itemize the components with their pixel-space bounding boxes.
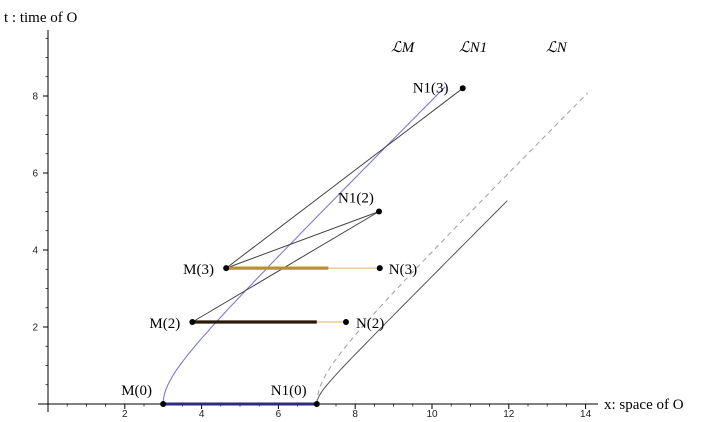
x-tick-label: 12 bbox=[503, 409, 515, 420]
signal-line bbox=[225, 87, 464, 269]
event-point bbox=[189, 318, 196, 325]
event-point bbox=[223, 265, 230, 272]
event-point bbox=[313, 401, 320, 407]
x-axis-title: x: space of O bbox=[604, 397, 684, 413]
y-axis-title: t : time of O bbox=[4, 10, 77, 26]
event-label: N1(3) bbox=[413, 80, 449, 96]
worldlines: ℒM ℒN1 ℒN bbox=[162, 40, 589, 405]
event-label: M(2) bbox=[149, 316, 180, 332]
simultaneity-segments bbox=[163, 266, 380, 406]
event-label: M(0) bbox=[121, 383, 152, 399]
y-tick-label: 2 bbox=[32, 323, 38, 334]
event-label: N1(2) bbox=[338, 191, 374, 207]
event-point bbox=[376, 208, 383, 215]
event-label: N(2) bbox=[356, 316, 384, 332]
worldline-n1-label: ℒN1 bbox=[459, 40, 487, 56]
y-tick-label: 6 bbox=[32, 169, 38, 180]
y-ticks: 2 4 6 8 bbox=[32, 37, 48, 386]
worldline-n bbox=[316, 92, 589, 405]
worldline-n1 bbox=[316, 200, 508, 405]
x-tick-label: 2 bbox=[122, 409, 128, 420]
x-tick-label: 4 bbox=[199, 409, 205, 420]
x-tick-label: 14 bbox=[580, 409, 592, 420]
event-label: N(3) bbox=[389, 262, 417, 278]
axes: 2 4 6 8 10 12 14 2 4 6 8 t : time of O x: space o… bbox=[4, 10, 684, 420]
worldline-n-label: ℒN bbox=[546, 40, 568, 56]
event-point bbox=[160, 401, 167, 407]
worldline-m-label: ℒM bbox=[391, 40, 416, 56]
y-tick-label: 8 bbox=[32, 92, 38, 103]
x-tick-label: 8 bbox=[352, 409, 358, 420]
event-label: M(3) bbox=[183, 262, 214, 278]
event-point bbox=[376, 265, 383, 272]
signal-line bbox=[226, 211, 380, 269]
x-ticks: 2 4 6 8 10 12 14 bbox=[66, 404, 592, 420]
x-tick-label: 10 bbox=[426, 409, 438, 420]
event-point bbox=[459, 85, 466, 92]
y-tick-label: 4 bbox=[32, 246, 38, 257]
event-point bbox=[342, 318, 349, 325]
event-label: N1(0) bbox=[271, 383, 307, 399]
x-tick-label: 6 bbox=[276, 409, 282, 420]
events: M(0) N1(0) M(2) N(2) M(3) N(3) N1(2) N1(3) bbox=[121, 80, 466, 407]
worldline-m bbox=[162, 86, 446, 405]
